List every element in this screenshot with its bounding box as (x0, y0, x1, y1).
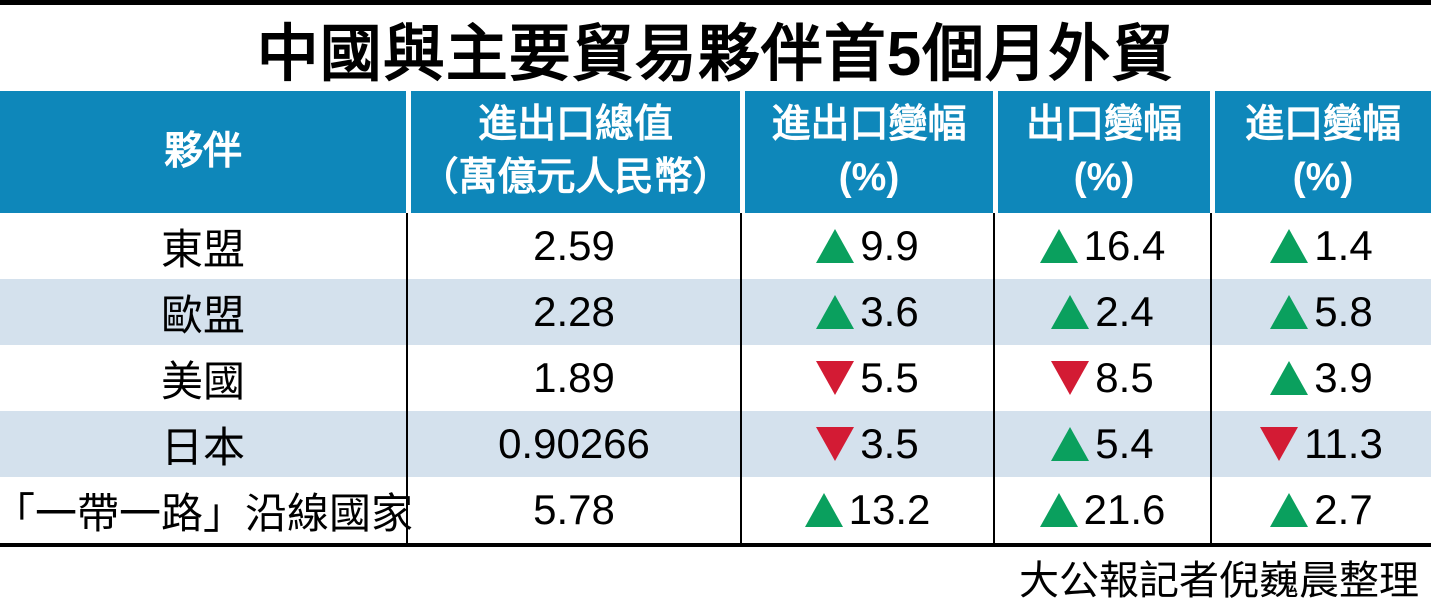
change-value: 3.9 (1314, 354, 1373, 401)
partner-cell: 美國 (160, 357, 245, 405)
down-triangle-icon (1051, 361, 1090, 395)
down-triangle-icon (1260, 427, 1299, 461)
table-row: 美國 1.89 5.5 8.5 3.9 (0, 345, 1431, 411)
up-triangle-icon (816, 295, 855, 329)
up-triangle-icon (1270, 493, 1309, 527)
export_change-cell: 2.4 (993, 279, 1210, 345)
header-cell-total: 進出口總值 （萬億元人民幣） (406, 91, 740, 213)
import_change-cell: 2.7 (1210, 477, 1431, 543)
total_change-cell: 5.5 (740, 345, 993, 411)
header-cell-import_change: 進口變幅 (%) (1210, 91, 1431, 213)
export_change-cell: 8.5 (993, 345, 1210, 411)
change-value: 21.6 (1083, 486, 1166, 533)
header-cell-export_change: 出口變幅 (%) (993, 91, 1210, 213)
table-row: 東盟 2.59 9.9 16.4 1.4 (0, 213, 1431, 279)
header-sublabel: （萬億元人民幣） (419, 156, 732, 199)
change-value: 5.8 (1314, 288, 1373, 335)
top-border-bar (0, 0, 1431, 5)
change-value: 3.6 (860, 288, 919, 335)
table-header-row: 夥伴 進出口總值 （萬億元人民幣） 進出口變幅 (%) 出口變幅 (%) 進口變幅 (%) (0, 91, 1431, 213)
partner-cell: 「一帶一路」沿線國家 (0, 489, 414, 537)
up-triangle-icon (1051, 295, 1090, 329)
import_change-cell: 3.9 (1210, 345, 1431, 411)
change-value: 3.5 (860, 420, 919, 467)
up-triangle-icon (1039, 493, 1078, 527)
header-label: 進出口總值 (477, 103, 673, 147)
down-triangle-icon (816, 427, 855, 461)
change-value: 16.4 (1083, 222, 1166, 269)
change-value: 13.2 (848, 486, 931, 533)
up-triangle-icon (804, 493, 843, 527)
change-value: 5.5 (860, 354, 919, 401)
change-value: 11.3 (1304, 420, 1383, 467)
change-value: 2.7 (1314, 486, 1373, 533)
header-label: 進口變幅 (1244, 103, 1401, 147)
partner-cell: 東盟 (160, 225, 245, 273)
import_change-cell: 11.3 (1210, 411, 1431, 477)
change-value: 1.4 (1314, 222, 1373, 269)
table-row: 日本 0.90266 3.5 5.4 11.3 (0, 411, 1431, 477)
table-bottom-border (0, 543, 1431, 547)
total_change-cell: 3.5 (740, 411, 993, 477)
total_change-cell: 13.2 (740, 477, 993, 543)
total-cell: 2.28 (406, 279, 740, 345)
partner-cell: 歐盟 (160, 291, 245, 339)
up-triangle-icon (1270, 229, 1309, 263)
total_change-cell: 9.9 (740, 213, 993, 279)
import_change-cell: 1.4 (1210, 213, 1431, 279)
import_change-cell: 5.8 (1210, 279, 1431, 345)
partner-cell: 日本 (160, 423, 245, 471)
up-triangle-icon (1039, 229, 1078, 263)
table-body: 東盟 2.59 9.9 16.4 1.4 歐盟 2.28 3.6 2.4 5.8 美國 1.89 5.5… (0, 213, 1431, 543)
up-triangle-icon (816, 229, 855, 263)
table-row: 歐盟 2.28 3.6 2.4 5.8 (0, 279, 1431, 345)
credit-line: 大公報記者倪巍晨整理 (1019, 558, 1419, 603)
down-triangle-icon (816, 361, 855, 395)
header-sublabel: (%) (1073, 156, 1135, 199)
change-value: 8.5 (1095, 354, 1154, 401)
up-triangle-icon (1051, 427, 1090, 461)
change-value: 2.4 (1095, 288, 1154, 335)
total-cell: 2.59 (406, 213, 740, 279)
change-value: 9.9 (860, 222, 919, 269)
total-cell: 5.78 (406, 477, 740, 543)
header-sublabel: (%) (838, 156, 900, 199)
header-label: 夥伴 (163, 129, 242, 173)
header-cell-partner: 夥伴 (0, 91, 406, 213)
total_change-cell: 3.6 (740, 279, 993, 345)
table-row: 「一帶一路」沿線國家 5.78 13.2 21.6 2.7 (0, 477, 1431, 543)
export_change-cell: 16.4 (993, 213, 1210, 279)
up-triangle-icon (1270, 361, 1309, 395)
export_change-cell: 5.4 (993, 411, 1210, 477)
header-label: 進出口變幅 (771, 103, 967, 147)
header-sublabel: (%) (1292, 156, 1354, 199)
change-value: 5.4 (1095, 420, 1154, 467)
total-cell: 1.89 (406, 345, 740, 411)
header-cell-total_change: 進出口變幅 (%) (740, 91, 993, 213)
up-triangle-icon (1270, 295, 1309, 329)
header-label: 出口變幅 (1025, 103, 1182, 147)
export_change-cell: 21.6 (993, 477, 1210, 543)
total-cell: 0.90266 (406, 411, 740, 477)
page-title: 中國與主要貿易夥伴首5個月外貿 (256, 20, 1175, 89)
